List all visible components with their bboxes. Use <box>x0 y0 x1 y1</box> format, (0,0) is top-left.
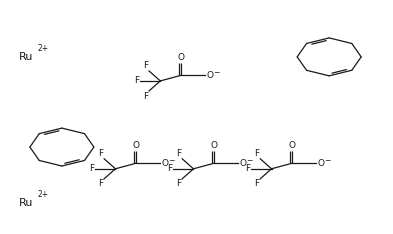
Text: O: O <box>177 53 184 62</box>
Text: O: O <box>288 141 296 150</box>
Text: F: F <box>254 149 259 158</box>
Text: F: F <box>143 61 148 70</box>
Text: Ru: Ru <box>19 52 33 62</box>
Text: O: O <box>239 159 246 168</box>
Text: O: O <box>206 71 213 80</box>
Text: F: F <box>134 77 139 85</box>
Text: −: − <box>213 69 219 77</box>
Text: F: F <box>98 149 103 158</box>
Text: F: F <box>245 164 250 173</box>
Text: O: O <box>211 141 218 150</box>
Text: O: O <box>161 159 168 168</box>
Text: 2+: 2+ <box>38 44 49 53</box>
Text: F: F <box>254 179 259 188</box>
Text: −: − <box>324 157 331 165</box>
Text: Ru: Ru <box>19 197 33 208</box>
Text: O: O <box>317 159 324 168</box>
Text: F: F <box>167 164 172 173</box>
Text: F: F <box>89 164 94 173</box>
Text: F: F <box>176 179 181 188</box>
Text: 2+: 2+ <box>38 190 49 199</box>
Text: −: − <box>168 157 174 165</box>
Text: O: O <box>132 141 140 150</box>
Text: −: − <box>246 157 253 165</box>
Text: F: F <box>176 149 181 158</box>
Text: F: F <box>98 179 103 188</box>
Text: F: F <box>143 92 148 101</box>
